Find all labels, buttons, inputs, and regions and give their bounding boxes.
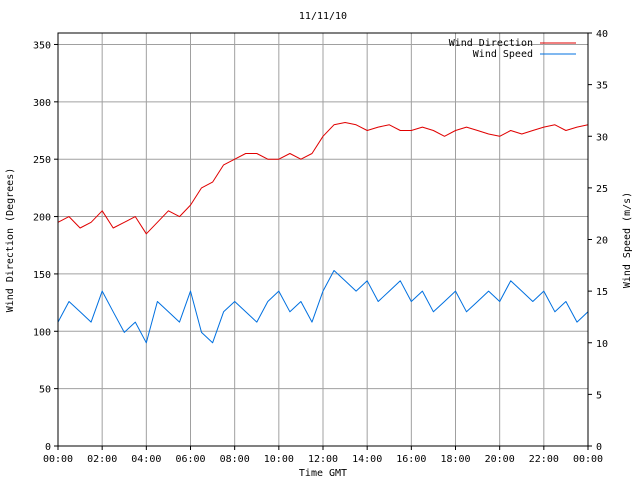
- right-tick-label: 15: [596, 287, 608, 298]
- legend-label-wind-speed: Wind Speed: [473, 49, 533, 60]
- grid: [58, 33, 588, 446]
- x-tick-label: 12:00: [308, 454, 338, 465]
- left-tick-label: 0: [45, 442, 51, 453]
- right-tick-label: 25: [596, 184, 608, 195]
- right-tick-label: 10: [596, 339, 608, 350]
- left-tick-label: 200: [33, 213, 51, 224]
- x-tick-label: 06:00: [175, 454, 205, 465]
- x-tick-label: 14:00: [352, 454, 382, 465]
- x-axis-ticks: 00:00 02:00 04:00 06:00 08:00 10:00 12:00 14:00…: [43, 446, 603, 465]
- right-tick-label: 40: [596, 29, 608, 40]
- series-layer: [57, 122, 589, 344]
- left-tick-label: 50: [39, 385, 51, 396]
- right-tick-label: 35: [596, 81, 608, 92]
- right-tick-label: 5: [596, 390, 602, 401]
- x-tick-label: 00:00: [573, 454, 603, 465]
- x-tick-label: 02:00: [87, 454, 117, 465]
- legend: Wind Direction Wind Speed: [449, 38, 576, 60]
- left-tick-label: 100: [33, 327, 51, 338]
- right-axis-ticks: 0 5 10 15 20 25 30 35 40: [588, 29, 608, 453]
- x-tick-label: 16:00: [396, 454, 426, 465]
- x-tick-label: 08:00: [220, 454, 250, 465]
- left-axis-label: Wind Direction (Degrees): [5, 168, 16, 313]
- x-tick-label: 20:00: [485, 454, 515, 465]
- right-tick-label: 0: [596, 442, 602, 453]
- right-axis-label: Wind Speed (m/s): [622, 192, 633, 288]
- x-axis-label: Time GMT: [299, 468, 347, 479]
- x-tick-label: 18:00: [440, 454, 470, 465]
- x-tick-label: 04:00: [131, 454, 161, 465]
- series-line-wind-speed: [57, 270, 589, 344]
- left-tick-label: 250: [33, 155, 51, 166]
- x-tick-label: 00:00: [43, 454, 73, 465]
- left-tick-label: 350: [33, 40, 51, 51]
- left-axis-ticks: 0 50 100 150 200 250 300 350: [33, 40, 58, 453]
- x-tick-label: 10:00: [264, 454, 294, 465]
- chart-title: 11/11/10: [299, 11, 347, 22]
- series-line-wind-direction: [57, 122, 589, 235]
- left-tick-label: 150: [33, 270, 51, 281]
- right-tick-label: 20: [596, 236, 608, 247]
- left-tick-label: 300: [33, 98, 51, 109]
- legend-label-wind-direction: Wind Direction: [449, 38, 533, 49]
- right-tick-label: 30: [596, 132, 608, 143]
- x-tick-label: 22:00: [529, 454, 559, 465]
